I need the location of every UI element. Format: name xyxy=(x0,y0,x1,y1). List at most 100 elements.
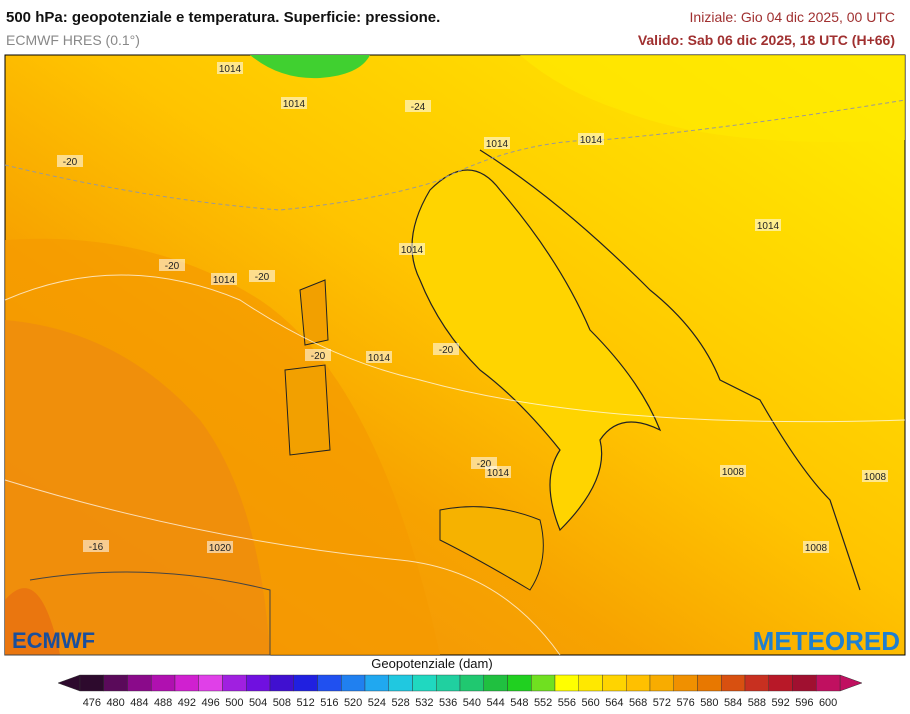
meteored-logo: METEORED xyxy=(753,626,900,656)
colorbar-tick: 504 xyxy=(249,697,267,709)
colorbar-cell xyxy=(174,674,199,692)
map-label: 1014 xyxy=(368,353,391,364)
colorbar-cell xyxy=(697,674,722,692)
colorbar-cell xyxy=(721,674,746,692)
colorbar-cell xyxy=(103,674,128,692)
colorbar-arrow xyxy=(57,674,81,692)
map-label: 1014 xyxy=(401,245,424,256)
label-bg xyxy=(281,97,307,109)
label-bg xyxy=(578,133,604,145)
colorbar-tick: 532 xyxy=(415,697,433,709)
colorbar-tick: 560 xyxy=(581,697,599,709)
colorbar-cell xyxy=(79,674,104,692)
label-bg xyxy=(720,465,746,477)
colorbar-cell xyxy=(626,674,651,692)
colorbar-tick: 500 xyxy=(225,697,243,709)
label-bg xyxy=(433,343,459,355)
colorbar-cell xyxy=(554,674,579,692)
label-bg xyxy=(862,470,888,482)
colorbar-cell xyxy=(412,674,437,692)
colorbar-tick: 492 xyxy=(178,697,196,709)
colorbar-tick: 536 xyxy=(439,697,457,709)
colorbar-tick: 580 xyxy=(700,697,718,709)
colorbar: 476 480 484 488 492 496 500 504 508 512 516 520 524 5… xyxy=(57,674,863,709)
colorbar-cell xyxy=(222,674,247,692)
colorbar-tick: 576 xyxy=(676,697,694,709)
colorbar-cell xyxy=(816,674,841,692)
label-bg xyxy=(305,349,331,361)
label-bg xyxy=(405,100,431,112)
colorbar-tick: 496 xyxy=(201,697,219,709)
map-labels: 1014 1014 -24 1014 1014 -20 1014 1014 -20 1014 -20… xyxy=(57,62,888,554)
label-bg xyxy=(399,243,425,255)
map-label: -20 xyxy=(63,157,78,168)
label-bg xyxy=(366,351,392,363)
colorbar-cell xyxy=(649,674,674,692)
colorbar-cell xyxy=(317,674,342,692)
valid-time: Valido: Sab 06 dic 2025, 18 UTC (H+66) xyxy=(638,32,895,48)
map-label: -20 xyxy=(255,272,270,283)
map-label: -20 xyxy=(477,459,492,470)
colorbar-tick: 584 xyxy=(724,697,742,709)
colorbar-tick: 588 xyxy=(748,697,766,709)
colorbar-tick: 596 xyxy=(795,697,813,709)
map-label: 1014 xyxy=(283,99,306,110)
label-bg xyxy=(755,219,781,231)
map-label: 1008 xyxy=(864,472,887,483)
ecmwf-logo: ECMWF xyxy=(12,628,95,653)
colorbar-tick: 548 xyxy=(510,697,528,709)
colorbar-cell xyxy=(531,674,556,692)
colorbar-tick: 524 xyxy=(368,697,386,709)
label-bg xyxy=(83,540,109,552)
colorbar-cell xyxy=(388,674,413,692)
label-bg xyxy=(803,541,829,553)
colorbar-title: Geopotenziale (dam) xyxy=(371,656,492,671)
colorbar-cell xyxy=(578,674,603,692)
model: ECMWF HRES (0.1°) xyxy=(6,32,140,48)
map-label: -20 xyxy=(439,345,454,356)
colorbar-tick: 568 xyxy=(629,697,647,709)
colorbar-cell xyxy=(744,674,769,692)
colorbar-cell xyxy=(507,674,532,692)
colorbar-tick: 484 xyxy=(130,697,148,709)
map-label: 1014 xyxy=(580,135,603,146)
colorbar-tick: 544 xyxy=(486,697,504,709)
label-bg xyxy=(484,137,510,149)
colorbar-tick: 512 xyxy=(296,697,314,709)
colorbar-cell xyxy=(293,674,318,692)
title: 500 hPa: geopotenziale e temperatura. Su… xyxy=(6,9,440,26)
colorbar-cell xyxy=(246,674,271,692)
label-bg xyxy=(57,155,83,167)
map-label: 1014 xyxy=(757,221,780,232)
colorbar-tick: 520 xyxy=(344,697,362,709)
label-bg xyxy=(249,270,275,282)
colorbar-tick: 508 xyxy=(273,697,291,709)
colorbar-tick: 528 xyxy=(391,697,409,709)
colorbar-cell xyxy=(341,674,366,692)
colorbar-cell xyxy=(436,674,461,692)
colorbar-arrow xyxy=(839,674,863,692)
map-label: 1014 xyxy=(213,275,236,286)
colorbar-tick: 592 xyxy=(771,697,789,709)
colorbar-cell xyxy=(602,674,627,692)
label-bg xyxy=(207,541,233,553)
colorbar-tick: 600 xyxy=(819,697,837,709)
colorbar-cell xyxy=(459,674,484,692)
colorbar-tick: 556 xyxy=(558,697,576,709)
label-bg xyxy=(159,259,185,271)
colorbar-cell xyxy=(198,674,223,692)
map-label: -20 xyxy=(165,261,180,272)
map-label: 1014 xyxy=(486,139,509,150)
label-bg xyxy=(485,466,511,478)
map-label: 1014 xyxy=(219,64,242,75)
colorbar-tick: 552 xyxy=(534,697,552,709)
init-time: Iniziale: Gio 04 dic 2025, 00 UTC xyxy=(690,9,895,25)
map-label: 1008 xyxy=(805,543,828,554)
colorbar-cell xyxy=(768,674,793,692)
map-label: -20 xyxy=(311,351,326,362)
colorbar-cell xyxy=(792,674,817,692)
map-label: -24 xyxy=(411,102,426,113)
colorbar-tick: 516 xyxy=(320,697,338,709)
